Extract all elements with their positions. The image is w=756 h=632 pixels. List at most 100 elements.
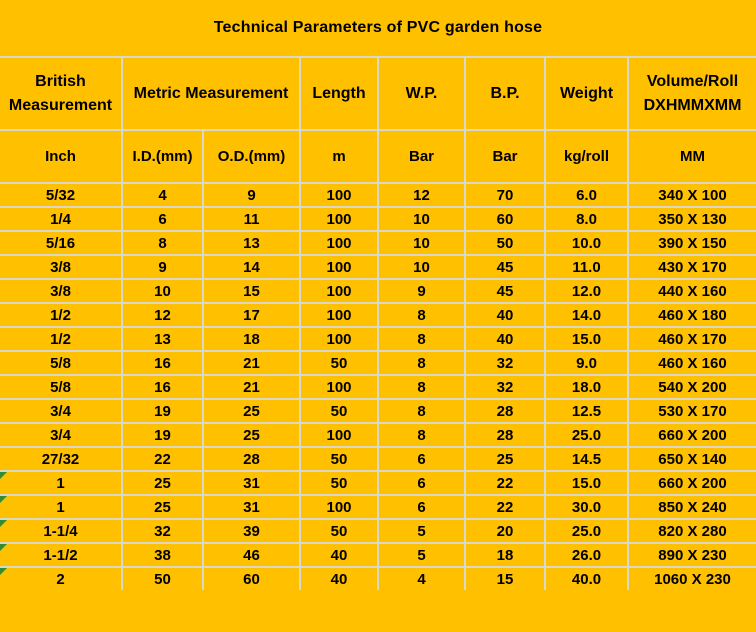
cell: 50	[464, 230, 546, 256]
header-volume-line1: Volume/Roll	[646, 73, 739, 91]
header-unit-row: Inch I.D.(mm) O.D.(mm) m Bar Bar kg/roll…	[0, 129, 756, 184]
cell: 1/2	[0, 326, 123, 352]
cell: 100	[299, 254, 379, 280]
cell: 5/32	[0, 182, 123, 208]
cell: 13	[202, 230, 301, 256]
cell: 6	[377, 446, 466, 472]
cell: 16	[121, 374, 204, 400]
cell: 25	[121, 494, 204, 520]
header-wp: W.P.	[377, 56, 466, 131]
cell: 460 X 170	[626, 326, 756, 352]
cell: 11.0	[544, 254, 629, 280]
cell: 10.0	[544, 230, 629, 256]
cell: 100	[299, 230, 379, 256]
cell: 6	[377, 470, 466, 496]
cell: 540 X 200	[626, 374, 756, 400]
unit-wp-bar: Bar	[377, 129, 466, 184]
cell: 440 X 160	[626, 278, 756, 304]
cell: 19	[121, 398, 204, 424]
cell: 1-1/2	[0, 542, 123, 568]
unit-mm: MM	[626, 129, 756, 184]
cell: 11	[202, 206, 301, 232]
header-weight: Weight	[544, 56, 629, 131]
cell: 12	[121, 302, 204, 328]
cell: 5/8	[0, 374, 123, 400]
cell: 25.0	[544, 422, 629, 448]
table-row: 1/4 6 11 100 10 60 8.0 350 X 130	[0, 206, 756, 232]
page-title: Technical Parameters of PVC garden hose	[0, 0, 756, 58]
cell: 100	[299, 206, 379, 232]
header-volume-roll: Volume/Roll DXHMMXMM	[626, 56, 756, 131]
table-row: 3/4 19 25 100 8 28 25.0 660 X 200	[0, 422, 756, 448]
cell: 45	[464, 254, 546, 280]
cell: 60	[464, 206, 546, 232]
cell: 32	[464, 350, 546, 376]
table-row: 1-1/2 38 46 40 5 18 26.0 890 X 230	[0, 542, 756, 568]
cell: 100	[299, 326, 379, 352]
cell: 350 X 130	[626, 206, 756, 232]
cell: 100	[299, 302, 379, 328]
cell: 1/2	[0, 302, 123, 328]
cell: 18	[202, 326, 301, 352]
flag-triangle-icon	[0, 497, 7, 503]
cell: 8	[377, 350, 466, 376]
cell: 390 X 150	[626, 230, 756, 256]
cell: 19	[121, 422, 204, 448]
cell: 60	[202, 566, 301, 590]
table-row: 1 25 31 100 6 22 30.0 850 X 240	[0, 494, 756, 520]
cell: 1060 X 230	[626, 566, 756, 590]
flag-triangle-icon	[0, 473, 7, 479]
unit-inch: Inch	[0, 129, 123, 184]
cell: 22	[464, 470, 546, 496]
cell: 25	[202, 398, 301, 424]
cell: 9	[121, 254, 204, 280]
cell: 100	[299, 278, 379, 304]
table-row: 5/8 16 21 50 8 32 9.0 460 X 160	[0, 350, 756, 376]
table-row: 1 25 31 50 6 22 15.0 660 X 200	[0, 470, 756, 496]
cell: 40	[299, 542, 379, 568]
cell: 26.0	[544, 542, 629, 568]
cell: 25	[202, 422, 301, 448]
cell: 40	[299, 566, 379, 590]
cell: 6.0	[544, 182, 629, 208]
cell: 100	[299, 374, 379, 400]
cell: 530 X 170	[626, 398, 756, 424]
cell: 10	[377, 254, 466, 280]
cell: 39	[202, 518, 301, 544]
unit-bp-bar: Bar	[464, 129, 546, 184]
cell: 650 X 140	[626, 446, 756, 472]
table-row: 3/4 19 25 50 8 28 12.5 530 X 170	[0, 398, 756, 424]
cell: 8	[377, 398, 466, 424]
cell: 50	[299, 470, 379, 496]
cell: 22	[121, 446, 204, 472]
table-row: 1-1/4 32 39 50 5 20 25.0 820 X 280	[0, 518, 756, 544]
cell: 15	[202, 278, 301, 304]
cell: 14.5	[544, 446, 629, 472]
cell: 3/4	[0, 398, 123, 424]
cell: 32	[121, 518, 204, 544]
header-british-measurement: British Measurement	[0, 56, 123, 131]
cell: 25	[464, 446, 546, 472]
cell: 8	[121, 230, 204, 256]
cell: 50	[299, 518, 379, 544]
cell: 70	[464, 182, 546, 208]
cell: 10	[377, 230, 466, 256]
cell: 430 X 170	[626, 254, 756, 280]
cell: 8	[377, 374, 466, 400]
cell: 12.5	[544, 398, 629, 424]
cell: 15.0	[544, 470, 629, 496]
table-row: 5/32 4 9 100 12 70 6.0 340 X 100	[0, 182, 756, 208]
cell: 4	[121, 182, 204, 208]
cell: 100	[299, 182, 379, 208]
flag-triangle-icon	[0, 545, 7, 551]
table-row: 27/32 22 28 50 6 25 14.5 650 X 140	[0, 446, 756, 472]
cell: 6	[377, 494, 466, 520]
cell: 8	[377, 302, 466, 328]
cell: 3/8	[0, 278, 123, 304]
cell: 50	[299, 446, 379, 472]
cell: 40	[464, 326, 546, 352]
cell: 1	[0, 470, 123, 496]
cell: 5	[377, 542, 466, 568]
cell: 28	[464, 422, 546, 448]
cell: 17	[202, 302, 301, 328]
